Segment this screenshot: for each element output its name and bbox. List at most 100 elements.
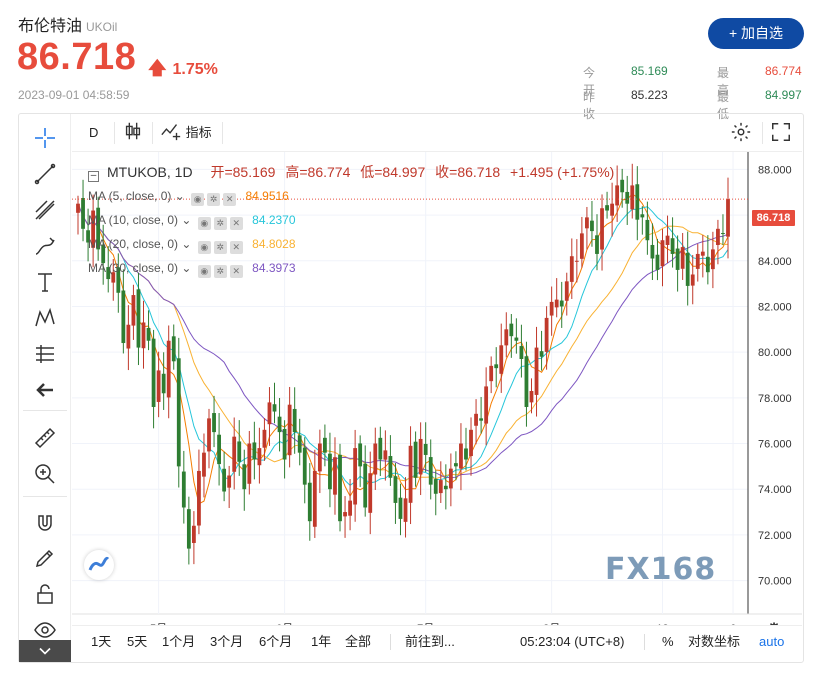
candlestick-chart[interactable]: 88.00086.00084.00082.00080.00078.00076.0…: [72, 152, 802, 625]
chevron-down-icon[interactable]: ⌄: [181, 237, 192, 251]
trendline-icon[interactable]: [31, 160, 59, 188]
price-tick-label: 80.000: [758, 347, 792, 359]
candle-body: [197, 470, 201, 526]
stat-value: 85.169: [631, 64, 668, 78]
candle-body: [524, 356, 529, 407]
indicators-button[interactable]: 指标: [160, 114, 212, 152]
percent-toggle[interactable]: %: [662, 634, 674, 649]
candle-body: [131, 295, 136, 326]
candle-body: [645, 219, 650, 241]
candle-body: [443, 485, 448, 490]
range-all-button[interactable]: 全部: [345, 634, 372, 649]
auto-scale-toggle[interactable]: auto: [759, 634, 785, 649]
toolbar-divider: [152, 122, 153, 144]
axis-settings-icon[interactable]: ⚙: [767, 621, 781, 625]
current-price-tag: 86.718: [752, 210, 795, 226]
range-1y-button[interactable]: 1年: [311, 634, 332, 649]
candle-body: [186, 509, 191, 549]
symbol-label: MTUKOB, 1D: [107, 164, 193, 180]
interval-button[interactable]: D: [89, 125, 99, 140]
range-1d-button[interactable]: 1天: [91, 634, 112, 649]
candle-body: [675, 248, 680, 270]
range-1m-button[interactable]: 1个月: [162, 634, 196, 649]
candle-body: [716, 228, 720, 246]
ohlc-legend: – MTUKOB, 1D 开=85.169 高=86.774 低=84.997 收…: [88, 162, 614, 182]
candle-body: [156, 370, 161, 402]
ma-legend-row: MA (10, close, 0) ⌄ ◉ ✲ ✕ 84.2370: [88, 212, 296, 230]
candle-body: [705, 256, 710, 273]
unlock-icon[interactable]: [31, 580, 59, 608]
add-watchlist-button[interactable]: + 加自选: [708, 18, 804, 49]
brush-icon[interactable]: [31, 232, 59, 260]
stat-label: 今开: [583, 66, 596, 97]
candle-body: [282, 428, 287, 460]
price-tick-label: 76.000: [758, 439, 792, 451]
ma-label: MA (10, close, 0): [88, 213, 179, 227]
settings-icon[interactable]: ✲: [213, 265, 227, 278]
goto-button[interactable]: 前往到...: [405, 634, 455, 649]
ma-line: [77, 193, 729, 505]
fullscreen-icon[interactable]: [770, 114, 792, 152]
candle-body: [328, 453, 332, 490]
tradingview-logo[interactable]: [84, 550, 114, 580]
range-6m-button[interactable]: 6个月: [259, 634, 293, 649]
candle-body: [96, 207, 101, 250]
close-icon[interactable]: ✕: [229, 217, 243, 230]
candle-body: [287, 404, 292, 456]
pattern-icon[interactable]: [31, 304, 59, 332]
candle-body: [106, 267, 111, 280]
candle-body: [615, 185, 620, 206]
drawing-toolbar: [19, 114, 71, 662]
eye-icon[interactable]: ◉: [191, 193, 205, 206]
range-5d-button[interactable]: 5天: [127, 634, 148, 649]
up-arrow-icon: 🡅: [148, 58, 167, 78]
magnet-icon[interactable]: [31, 510, 59, 538]
candle-body: [489, 365, 494, 382]
prediction-icon[interactable]: [31, 340, 59, 368]
candle-body: [600, 208, 604, 250]
candle-body: [126, 324, 131, 349]
price-tick-label: 70.000: [758, 576, 792, 588]
chevron-down-icon[interactable]: ⌄: [181, 213, 192, 227]
lock-drawing-icon[interactable]: [31, 544, 59, 572]
candle-body: [448, 468, 453, 489]
close-icon[interactable]: ✕: [229, 241, 243, 254]
ruler-icon[interactable]: [31, 424, 59, 452]
chevron-down-icon[interactable]: ⌄: [181, 261, 192, 275]
clock-display[interactable]: 05:23:04 (UTC+8): [520, 634, 625, 649]
eye-icon[interactable]: [31, 616, 59, 644]
toolbar-divider: [23, 496, 67, 497]
candle-body: [469, 429, 473, 457]
candle-body: [121, 290, 126, 344]
back-arrow-icon[interactable]: [31, 376, 59, 404]
fib-channel-icon[interactable]: [31, 196, 59, 224]
settings-icon[interactable]: [730, 114, 752, 152]
close-icon[interactable]: ✕: [223, 193, 237, 206]
log-scale-toggle[interactable]: 对数坐标: [688, 634, 741, 649]
eye-icon[interactable]: ◉: [197, 265, 211, 278]
expand-toolbar-button[interactable]: [19, 640, 71, 662]
settings-icon[interactable]: ✲: [213, 241, 227, 254]
candle-body: [333, 457, 337, 495]
legend-low: 低=84.997: [360, 164, 426, 180]
crosshair-icon[interactable]: [31, 124, 59, 152]
zoom-in-icon[interactable]: [31, 460, 59, 488]
candle-body: [423, 443, 428, 455]
candle-type-icon[interactable]: [122, 114, 144, 152]
stat-label: 昨收: [583, 90, 596, 121]
eye-icon[interactable]: ◉: [197, 241, 211, 254]
candle-body: [191, 525, 196, 543]
close-icon[interactable]: ✕: [229, 265, 243, 278]
stat-value: 84.997: [765, 88, 802, 102]
settings-icon[interactable]: ✲: [207, 193, 221, 206]
range-3m-button[interactable]: 3个月: [210, 634, 244, 649]
text-icon[interactable]: [31, 268, 59, 296]
candle-body: [373, 443, 378, 475]
candle-body: [640, 214, 645, 218]
collapse-icon[interactable]: –: [88, 171, 99, 182]
chevron-down-icon[interactable]: ⌄: [174, 189, 185, 203]
eye-icon[interactable]: ◉: [197, 217, 211, 230]
ma-legend-row: MA (20, close, 0) ⌄ ◉ ✲ ✕ 84.8028: [88, 236, 296, 254]
candle-body: [267, 402, 272, 425]
settings-icon[interactable]: ✲: [213, 217, 227, 230]
